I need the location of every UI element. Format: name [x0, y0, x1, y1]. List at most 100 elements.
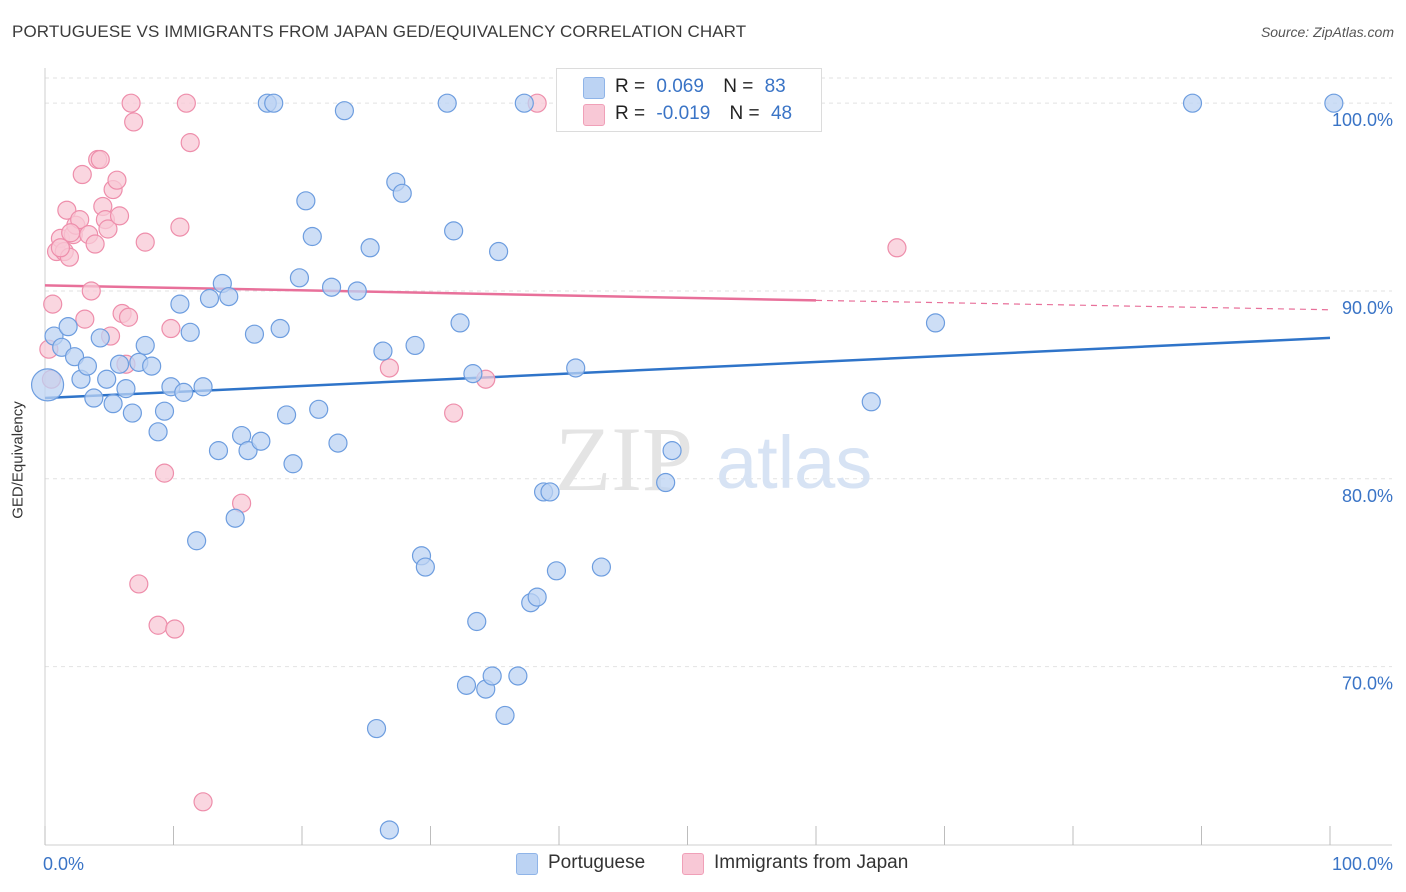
point-japan: [154, 463, 175, 483]
point-japan: [180, 133, 200, 153]
point-portuguese: [244, 324, 265, 344]
legend-label-portuguese: Portuguese: [548, 852, 646, 873]
point-portuguese: [64, 347, 85, 367]
point-portuguese: [30, 368, 65, 402]
point-portuguese: [187, 531, 207, 551]
point-portuguese: [566, 358, 586, 378]
point-portuguese: [456, 675, 477, 695]
tick-labels: 70.0% 80.0% 90.0% 100.0% 0.0% 100.0%: [43, 110, 1393, 874]
point-portuguese: [154, 401, 175, 421]
point-portuguese: [467, 611, 487, 632]
trend-line-japan-extension: [815, 299, 1331, 311]
point-portuguese: [52, 337, 72, 357]
x-tick-label: 100.0%: [1332, 854, 1393, 874]
point-portuguese: [366, 718, 387, 739]
point-portuguese: [208, 441, 229, 461]
point-japan: [50, 238, 71, 258]
point-portuguese: [289, 268, 310, 288]
point-japan: [43, 294, 63, 314]
axes: [44, 68, 1392, 846]
japan-legend-swatch: [682, 853, 704, 875]
point-portuguese: [225, 508, 245, 528]
n-label: N =: [729, 103, 760, 124]
point-portuguese: [84, 388, 104, 408]
point-portuguese: [444, 221, 464, 241]
point-japan: [176, 93, 196, 113]
point-portuguese: [508, 666, 528, 686]
point-portuguese: [180, 322, 200, 342]
y-tick-label: 70.0%: [1342, 674, 1393, 694]
grid-lines: [45, 77, 1392, 668]
stats-text-japan: R = -0.019 N = 48: [615, 103, 792, 125]
point-japan: [135, 232, 155, 252]
point-portuguese: [238, 441, 258, 461]
point-portuguese: [546, 561, 567, 581]
point-portuguese: [97, 369, 117, 389]
series-legend: Portuguese Immigrants from Japan: [0, 851, 1406, 877]
point-portuguese: [116, 379, 136, 399]
point-portuguese: [90, 328, 110, 348]
point-japan: [887, 238, 907, 258]
point-portuguese: [662, 441, 682, 461]
point-portuguese: [405, 335, 425, 356]
point-portuguese: [514, 93, 534, 113]
point-portuguese: [283, 454, 303, 474]
point-portuguese: [109, 354, 130, 374]
n-value: 83: [764, 76, 786, 97]
point-portuguese: [193, 377, 213, 397]
point-portuguese: [379, 820, 399, 840]
trend-line-portuguese: [44, 336, 1331, 400]
point-portuguese: [122, 403, 142, 423]
n-label: N =: [723, 76, 754, 97]
point-portuguese: [309, 399, 329, 419]
point-portuguese: [495, 705, 515, 726]
source-label: Source: ZipAtlas.com: [1260, 24, 1394, 40]
point-portuguese: [58, 317, 78, 337]
point-japan: [81, 281, 101, 301]
point-portuguese: [463, 364, 483, 384]
point-portuguese: [276, 405, 297, 425]
r-label: R =: [615, 103, 646, 124]
point-portuguese: [1324, 93, 1344, 113]
point-japan: [61, 223, 81, 243]
point-japan: [379, 358, 399, 378]
point-portuguese: [334, 101, 355, 121]
point-japan: [129, 574, 149, 594]
point-portuguese: [103, 394, 123, 414]
point-japan: [90, 149, 110, 170]
point-japan: [444, 403, 464, 423]
point-japan: [72, 164, 92, 185]
point-japan: [70, 210, 90, 230]
trend-line-japan: [44, 284, 817, 302]
point-portuguese: [321, 277, 342, 297]
point-portuguese: [135, 335, 155, 356]
point-portuguese: [450, 313, 470, 333]
y-tick-label: 100.0%: [1332, 110, 1393, 130]
point-portuguese: [656, 472, 676, 493]
chart-title: PORTUGUESE VS IMMIGRANTS FROM JAPAN GED/…: [12, 22, 747, 41]
point-japan: [107, 170, 127, 190]
point-japan: [98, 219, 118, 239]
portuguese-swatch: [583, 77, 605, 99]
point-japan: [121, 93, 141, 113]
point-portuguese: [415, 557, 435, 577]
point-portuguese: [328, 433, 348, 453]
point-japan: [109, 206, 130, 226]
point-portuguese: [296, 191, 316, 211]
point-portuguese: [264, 93, 284, 113]
point-portuguese: [142, 356, 162, 376]
trend-lines: [44, 284, 1331, 400]
point-portuguese: [174, 382, 194, 402]
point-portuguese: [489, 241, 509, 262]
point-japan: [118, 307, 139, 327]
japan-swatch: [583, 104, 605, 126]
point-japan: [148, 615, 168, 635]
point-japan: [85, 234, 105, 254]
point-portuguese: [347, 281, 367, 301]
r-label: R =: [615, 76, 646, 97]
portuguese-legend-swatch: [516, 853, 538, 875]
point-portuguese: [170, 294, 190, 314]
r-value: -0.019: [656, 103, 711, 124]
point-portuguese: [148, 422, 168, 442]
